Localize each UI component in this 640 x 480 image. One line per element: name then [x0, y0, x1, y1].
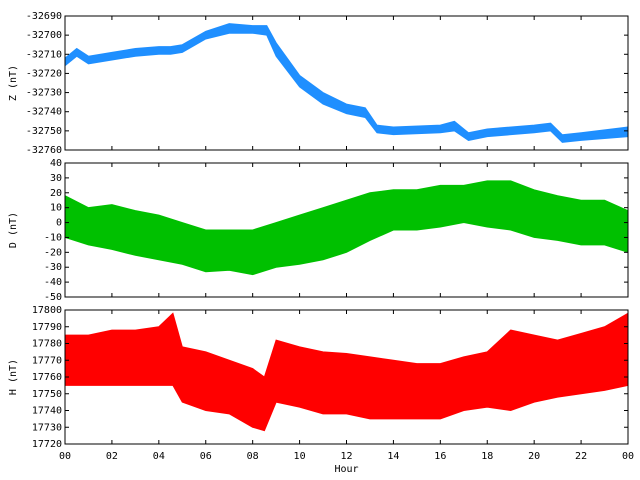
y-tick-label: 17790: [32, 322, 62, 333]
band-high: [65, 312, 629, 378]
x-tick-label: 04: [153, 451, 165, 462]
band-low: [64, 222, 629, 276]
y-tick-label: 17750: [32, 389, 62, 400]
y-tick-label: -50: [44, 292, 62, 303]
x-tick-label: 22: [575, 451, 587, 462]
x-axis-label: Hour: [334, 464, 358, 475]
y-tick-label: 20: [50, 188, 62, 199]
x-tick-label: 12: [340, 451, 352, 462]
band-high: [64, 180, 629, 231]
x-tick-label: 20: [528, 451, 540, 462]
y-axis-label: Z (nT): [8, 65, 19, 101]
band-fill: [65, 313, 628, 431]
y-axis-label: H (nT): [8, 359, 19, 395]
y-tick-label: -32740: [26, 107, 62, 118]
y-tick-label: -32760: [26, 145, 62, 156]
y-tick-label: -10: [44, 232, 62, 243]
x-tick-label: 00: [59, 451, 71, 462]
y-tick-label: 40: [50, 158, 62, 169]
y-tick-label: -20: [44, 247, 62, 258]
y-tick-label: 0: [56, 218, 62, 229]
x-tick-label: 16: [434, 451, 446, 462]
y-tick-label: -30: [44, 262, 62, 273]
band-low: [64, 32, 629, 143]
y-tick-label: 17770: [32, 355, 62, 366]
y-tick-label: 17800: [32, 305, 62, 316]
band-low: [65, 384, 629, 432]
y-tick-label: 17730: [32, 422, 62, 433]
y-tick-label: -32720: [26, 68, 62, 79]
y-tick-label: -32750: [26, 126, 62, 137]
y-tick-label: 17760: [32, 372, 62, 383]
y-tick-label: 17780: [32, 339, 62, 350]
x-tick-label: 08: [247, 451, 259, 462]
x-tick-label: 06: [200, 451, 212, 462]
y-tick-label: 10: [50, 203, 62, 214]
x-tick-label: 14: [387, 451, 399, 462]
y-tick-label: 30: [50, 173, 62, 184]
y-axis-label: D (nT): [8, 212, 19, 248]
y-tick-label: 17720: [32, 439, 62, 450]
x-tick-label: 18: [481, 451, 493, 462]
x-tick-label: 10: [294, 451, 306, 462]
y-tick-label: -32730: [26, 88, 62, 99]
x-tick-label: 02: [106, 451, 118, 462]
y-tick-label: 17740: [32, 406, 62, 417]
y-tick-label: -40: [44, 277, 62, 288]
band-fill: [65, 180, 628, 275]
y-tick-label: -32700: [26, 30, 62, 41]
band-fill: [65, 23, 628, 143]
band-high: [64, 23, 629, 136]
x-tick-label: 00: [622, 451, 634, 462]
y-tick-label: -32690: [26, 11, 62, 22]
y-tick-label: -32710: [26, 49, 62, 60]
